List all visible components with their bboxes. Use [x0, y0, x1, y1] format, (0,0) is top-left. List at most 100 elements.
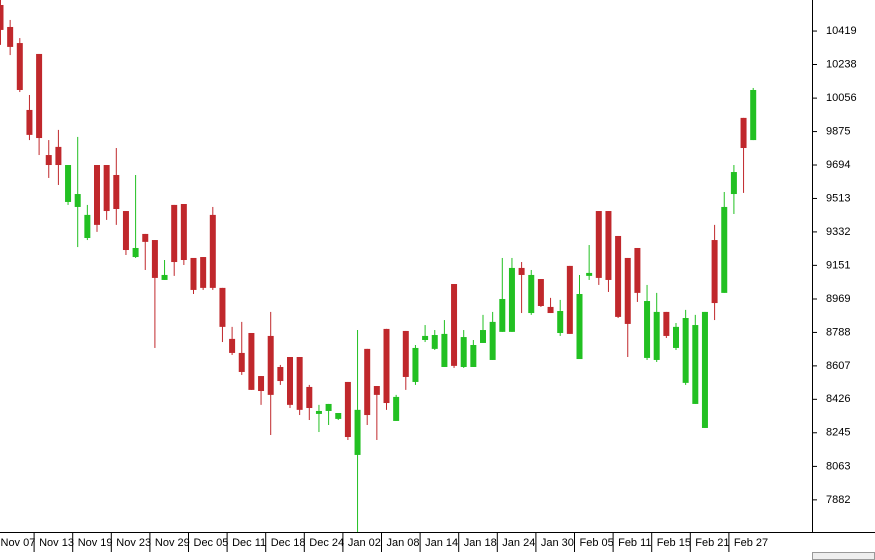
candle-body [402, 330, 409, 377]
candle-body [673, 326, 679, 348]
candle-body [470, 344, 477, 367]
candle-body [161, 274, 168, 280]
x-tick-label: Jan 30 [541, 537, 574, 549]
candle-body [557, 310, 564, 333]
y-tick-label: 9513 [826, 192, 850, 204]
x-tick-label: Feb 05 [580, 537, 614, 549]
candle-body [364, 348, 371, 416]
candle-body [441, 333, 448, 367]
y-tick-label: 8788 [826, 326, 850, 338]
candle-body [499, 298, 506, 332]
corner-box [812, 552, 875, 560]
candle-body [219, 287, 226, 327]
candle-body [180, 204, 187, 260]
candle-body [383, 328, 390, 404]
y-tick-label: 8426 [826, 393, 850, 405]
candle-body [431, 335, 438, 349]
candle-body [518, 267, 525, 275]
candle-body [663, 311, 670, 336]
candle-body [171, 204, 178, 263]
candle-body [393, 396, 400, 421]
candle-body [315, 410, 322, 414]
candle-body [701, 311, 708, 428]
x-tick-label: Jan 14 [425, 537, 458, 549]
candle-body [615, 235, 622, 317]
candle-body [142, 233, 149, 242]
candle-body [624, 257, 631, 324]
candle-body [26, 109, 33, 135]
candle-body [682, 318, 689, 383]
y-tick-label: 10238 [826, 58, 857, 70]
candle-body [412, 347, 419, 382]
candle-body [248, 332, 255, 390]
candle-body [113, 174, 120, 209]
candle-body [750, 89, 757, 141]
y-tick-label: 9875 [826, 125, 850, 137]
candle-body [354, 409, 361, 455]
y-tick-label: 10419 [826, 25, 857, 37]
candle-body [489, 321, 496, 360]
candle-body [55, 146, 62, 166]
x-tick-label: Feb 15 [657, 537, 691, 549]
candle-body [451, 284, 458, 366]
candle-body [122, 211, 129, 251]
candle-body [209, 214, 216, 288]
candle-body [45, 155, 52, 166]
x-tick-label: Nov 29 [155, 537, 190, 549]
candle-body [605, 211, 612, 280]
candle-body [94, 165, 100, 225]
candle-body [65, 165, 72, 202]
candle-body [566, 265, 573, 334]
candle-body [296, 357, 303, 410]
candle-body [267, 335, 274, 395]
candle-body [508, 267, 515, 332]
candle-body [103, 165, 110, 212]
candle-body [277, 366, 284, 382]
candle-body [200, 257, 207, 288]
candle-body [644, 301, 651, 358]
candle-body [595, 211, 602, 278]
candle-body [537, 279, 544, 307]
x-tick-label: Feb 21 [695, 537, 729, 549]
y-tick-label: 9151 [826, 259, 850, 271]
x-tick-label: Nov 07 [1, 537, 36, 549]
candle-body [711, 240, 718, 304]
y-tick-label: 9694 [826, 159, 850, 171]
candle-body [422, 335, 429, 341]
x-tick-label: Jan 08 [387, 537, 420, 549]
candle-body [634, 247, 641, 293]
candle-body [74, 194, 81, 207]
x-tick-label: Dec 18 [271, 537, 306, 549]
candle-body [528, 274, 535, 314]
x-tick-label: Dec 05 [194, 537, 229, 549]
candle-body [740, 117, 747, 149]
y-tick-label: 8607 [826, 360, 850, 372]
candle-body [190, 257, 197, 290]
candle-body [36, 53, 43, 139]
candle-body [373, 386, 380, 395]
candle-body [586, 272, 593, 276]
candle-body [287, 357, 293, 405]
candle-body [132, 247, 139, 258]
x-tick-label: Nov 23 [116, 537, 151, 549]
candle-body [460, 337, 467, 367]
x-tick-label: Feb 11 [618, 537, 651, 549]
candle-body [238, 352, 245, 372]
candle-body [335, 412, 342, 419]
y-tick-label: 9332 [826, 226, 850, 238]
y-tick-label: 8969 [826, 293, 850, 305]
candle-body [730, 172, 737, 195]
x-tick-label: Dec 24 [309, 537, 344, 549]
candle-body [344, 381, 351, 438]
y-tick-label: 7882 [826, 494, 850, 506]
candle-body [547, 306, 554, 314]
candle-body [480, 330, 486, 343]
x-tick-label: Jan 02 [348, 537, 381, 549]
candle-body [258, 376, 265, 392]
x-tick-label: Nov 19 [78, 537, 113, 549]
x-tick-label: Feb 27 [734, 537, 768, 549]
candle-body [692, 325, 699, 404]
